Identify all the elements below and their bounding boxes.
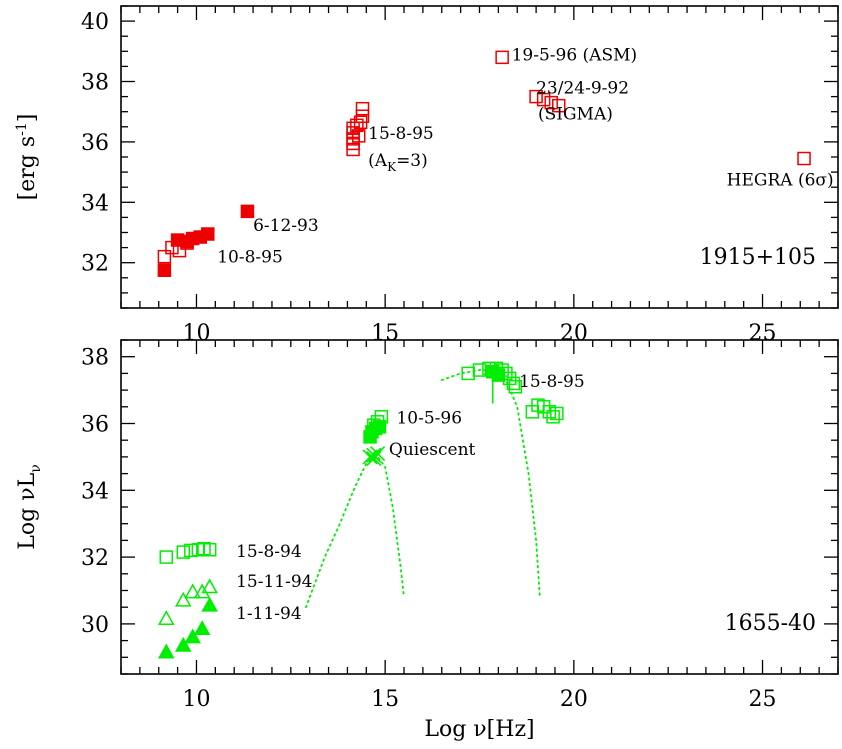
annotation-label: 10-8-95 (217, 248, 283, 268)
annotation-label: 6-12-93 (253, 216, 319, 236)
data-point-square-open (529, 89, 543, 104)
annotation-label: HEGRA (6σ) (727, 171, 834, 191)
data-point-square-open (355, 109, 370, 123)
data-point-square-open (536, 92, 551, 107)
data-point-square-open (551, 98, 566, 113)
y-tick-label: 38 (81, 346, 109, 371)
data-point-cross (366, 447, 382, 463)
y-tick-label: 30 (81, 613, 109, 638)
panel-1655-40: 10 15 20 25 30 32 34 36 38 15-8-95 10-5-96 Quiescen… (15, 339, 839, 742)
data-point-square-open (351, 129, 366, 143)
y-tick-label: 36 (81, 413, 109, 438)
annotation-label: 15-8-95 (519, 372, 585, 392)
model-curve (305, 455, 405, 609)
y-tick-label: 34 (81, 191, 109, 216)
data-point-cross (362, 449, 378, 465)
data-point-triangle-open (184, 583, 201, 599)
model-curve (440, 369, 541, 599)
x-tick-label: 10 (182, 687, 210, 712)
data-point-square-open (176, 545, 191, 559)
data-point-square-open (202, 543, 217, 557)
data-point-square-open (472, 363, 487, 377)
annotation-label: 23/24-9-92 (536, 79, 629, 99)
annotation-label: 19-5-96 (ASM) (512, 45, 638, 65)
data-point-triangle-open (193, 583, 211, 599)
data-point-triangle-filled (174, 636, 192, 652)
y-tick-label: 36 (81, 131, 109, 156)
data-point-square-open (370, 415, 385, 429)
data-point-square-open (367, 418, 381, 432)
data-point-square-open (355, 101, 370, 116)
data-point-square-open (157, 249, 172, 264)
data-point-square-filled (491, 368, 506, 382)
annotation-label: 10-5-96 (396, 409, 462, 429)
data-point-square-open (184, 543, 198, 558)
annotation-label: Quiescent (389, 440, 476, 460)
data-point-square-open (508, 380, 523, 394)
data-point-triangle-open (174, 591, 192, 607)
source-name-label: 1915+105 (700, 245, 816, 270)
data-point-triangle-open (201, 578, 218, 594)
data-point-square-filled (201, 227, 215, 241)
data-point-triangle-open (158, 610, 175, 626)
data-point-cross (366, 451, 382, 467)
data-point-square-filled (157, 263, 172, 277)
y-tick-label: 32 (81, 546, 109, 571)
data-point-square-open (374, 410, 389, 424)
data-point-square-open (542, 405, 557, 419)
source-name-label: 1655-40 (725, 611, 816, 636)
y-tick-label: 32 (81, 252, 109, 277)
y-axis-title: Log νLν (15, 464, 44, 549)
data-point-square-open (159, 550, 174, 564)
data-point-triangle-filled (193, 620, 211, 636)
annotation-label: 15-8-95 (368, 124, 434, 144)
data-point-square-open (550, 406, 564, 421)
data-point-square-filled (240, 204, 255, 219)
data-point-square-open (495, 50, 509, 65)
data-point-square-open (506, 376, 521, 391)
annotation-label: (SIGMA) (538, 104, 613, 124)
data-point-square-open (546, 410, 560, 424)
y-tick-label: 34 (81, 479, 109, 504)
annotation-label: 15-8-94 (236, 542, 302, 562)
annotation-label: 15-11-94 (236, 572, 312, 592)
y-tick-label: 38 (81, 71, 109, 96)
y-tick-label: 40 (81, 10, 109, 35)
data-point-triangle-filled (158, 643, 175, 659)
annotation-label: 1-11-94 (236, 604, 302, 624)
data-point-square-open (544, 95, 558, 110)
x-tick-label: 20 (560, 687, 588, 712)
data-point-triangle-filled (184, 628, 201, 644)
x-tick-label: 25 (749, 687, 777, 712)
y-axis-title: [erg s-1] (14, 114, 40, 201)
annotation-label: (AK=3) (368, 151, 428, 174)
x-tick-label: 15 (371, 687, 399, 712)
data-point-triangle-filled (201, 596, 218, 612)
x-axis-title: Log ν[Hz] (424, 717, 534, 742)
data-point-square-open (797, 151, 811, 166)
